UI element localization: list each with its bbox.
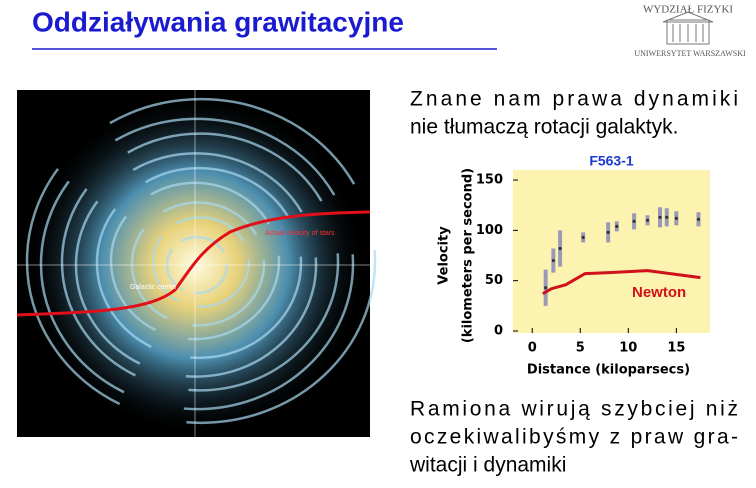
y-tick-label: 50	[485, 273, 503, 288]
logo: WYDZIAŁ FIZYKI UNIWERSYTET WARSZAWSKI	[634, 4, 746, 58]
paragraph-line: Ramiona wirują szybciej niż	[410, 398, 738, 421]
galaxy-arm	[95, 166, 303, 360]
x-tick-label: 0	[528, 341, 537, 356]
y-tick-label: 0	[494, 323, 503, 338]
data-point	[606, 230, 610, 234]
data-point	[615, 224, 619, 228]
series-line	[542, 269, 701, 296]
data-point	[632, 219, 636, 223]
galaxy-arm	[39, 117, 355, 411]
logo-columns	[662, 11, 714, 42]
galaxy-arm	[151, 216, 251, 308]
x-tick-label: 5	[576, 341, 585, 356]
y-axis-label: (kilometers per second)	[461, 168, 476, 343]
galaxy-image: Galactic center Actual velocity of stars	[16, 90, 377, 437]
logo-bottom: UNIWERSYTET WARSZAWSKI	[634, 49, 746, 58]
galaxy-arm	[130, 201, 266, 327]
center-label: Galactic center	[130, 284, 177, 291]
data-point	[674, 216, 678, 220]
x-tick-label: 15	[667, 341, 685, 356]
x-tick-label: 10	[619, 341, 637, 356]
paragraph-line: nie tłumaczą rotacji galaktyk.	[410, 116, 678, 139]
data-point	[551, 258, 555, 263]
data-point	[558, 246, 562, 251]
data-point	[665, 215, 669, 219]
paragraph-line: witacji i dynamiki	[409, 454, 566, 477]
y-axis-label: Velocity	[437, 226, 452, 285]
data-point	[581, 235, 585, 240]
y-tick-label: 150	[476, 173, 503, 188]
rotation-chart: F563-1 0 50 100 150 0 5 10 15 Distance (kiloparse…	[437, 153, 710, 378]
series-label: Newton	[632, 284, 686, 301]
data-point	[696, 217, 701, 221]
paragraph-line: Znane nam prawa dynamiki	[410, 88, 738, 111]
data-point	[658, 215, 662, 219]
velocity-curve	[16, 210, 371, 317]
curve-label: Actual velocity of stars	[265, 230, 335, 237]
galaxy-arm	[60, 132, 340, 392]
data-point	[544, 286, 548, 290]
paragraph-line: oczekiwalibyśmy z praw gra-	[410, 426, 738, 449]
y-tick-label: 100	[476, 223, 503, 238]
galaxy-arm	[25, 97, 377, 425]
data-point	[645, 218, 650, 222]
chart-title: F563-1	[589, 153, 634, 169]
logo-top: WYDZIAŁ FIZYKI	[643, 4, 733, 16]
x-axis-label: Distance (kiloparsecs)	[527, 363, 690, 378]
logo-building	[666, 19, 710, 45]
slide-title: Oddziaływania grawitacyjne	[32, 6, 404, 37]
plot-area	[513, 170, 710, 333]
